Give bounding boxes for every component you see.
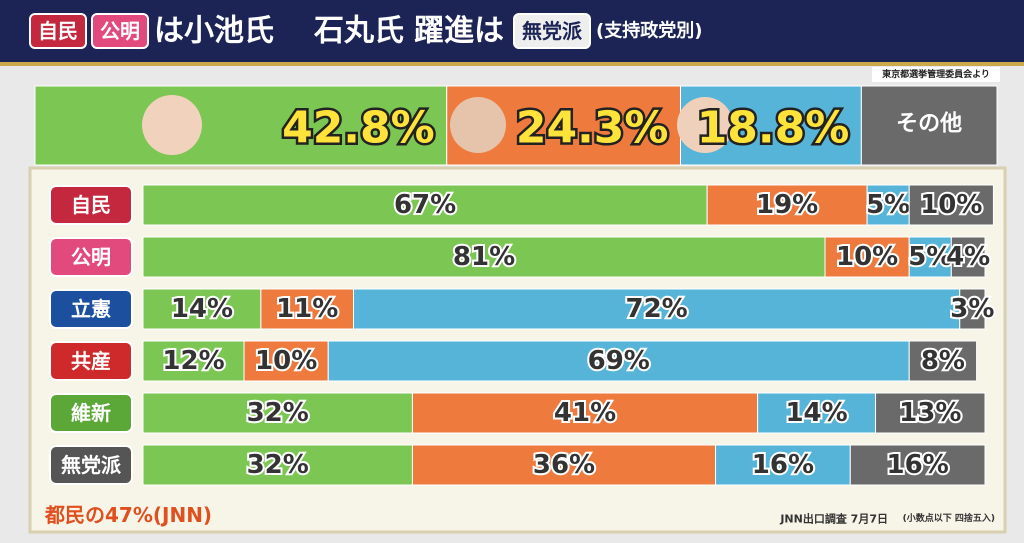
bar-segment xyxy=(706,184,868,226)
portrait xyxy=(677,97,733,153)
party-tag xyxy=(49,289,133,329)
bar-segment xyxy=(142,236,826,278)
source: 東京都選挙管理委員会より xyxy=(882,68,990,80)
portrait xyxy=(450,97,506,153)
bar-segment xyxy=(142,392,413,434)
bar-segment xyxy=(824,236,910,278)
bar-label: 72% xyxy=(626,294,688,324)
portrait xyxy=(142,95,202,155)
bar-segment xyxy=(908,184,994,226)
party-tag xyxy=(49,445,133,485)
party-label: 公明 xyxy=(71,245,111,269)
party-label: 立憲 xyxy=(71,297,111,321)
header-text: 自民 xyxy=(38,19,78,43)
bar-label: 81% xyxy=(453,242,515,272)
overall-label: 42.8% xyxy=(282,103,435,154)
header-tag xyxy=(513,13,591,49)
bar-label: 14% xyxy=(171,294,233,324)
bar-label: 19% xyxy=(756,190,818,220)
header-band xyxy=(0,0,1024,62)
bar-label: 36% xyxy=(533,450,595,480)
header-rule xyxy=(0,62,1024,66)
bar-label: 11% xyxy=(276,294,338,324)
bar-segment xyxy=(260,288,355,330)
party-label: 維新 xyxy=(71,401,111,425)
header-text: (支持政党別) xyxy=(596,20,702,42)
header-tag xyxy=(29,13,87,49)
overall-label: 18.8% xyxy=(697,103,850,154)
bar-segment xyxy=(142,340,245,382)
header-text: は小池氏 xyxy=(154,14,274,49)
party-label: 無党派 xyxy=(61,453,122,477)
bar-segment xyxy=(908,340,978,382)
bar-label: 3% xyxy=(950,294,994,324)
bar-segment xyxy=(757,392,877,434)
bar-segment xyxy=(908,236,952,278)
bar-segment xyxy=(243,340,329,382)
overall-segment xyxy=(860,85,998,166)
bar-segment xyxy=(959,288,986,330)
bar-label: 4% xyxy=(946,242,990,272)
bar-label: 14% xyxy=(785,398,847,428)
party-tag xyxy=(49,237,133,277)
party-tag xyxy=(49,341,133,381)
bar-label: 12% xyxy=(162,346,224,376)
bar-label: 32% xyxy=(247,450,309,480)
bar-label: 5% xyxy=(866,190,910,220)
header-text: 無党派 xyxy=(522,19,583,43)
bar-label: 10% xyxy=(836,242,898,272)
footer-rounding: (小数点以下 四捨五入) xyxy=(903,512,995,524)
header-tag xyxy=(91,13,149,49)
bar-label: 32% xyxy=(247,398,309,428)
bar-label: 10% xyxy=(920,190,982,220)
party-label: 共産 xyxy=(71,349,111,373)
header-text: 躍進は xyxy=(414,14,504,49)
bar-label: 16% xyxy=(752,450,814,480)
bar-segment xyxy=(950,236,986,278)
bar-label: 8% xyxy=(921,346,965,376)
header-text: 石丸氏 xyxy=(313,14,404,49)
overall-label: 24.3% xyxy=(516,103,669,154)
bar-segment xyxy=(353,288,961,330)
party-label: 自民 xyxy=(71,193,111,217)
source-box xyxy=(872,67,1000,82)
bar-label: 41% xyxy=(554,398,616,428)
bar-label: 5% xyxy=(908,242,952,272)
bar-segment xyxy=(866,184,910,226)
overall-segment xyxy=(34,85,448,166)
footer-survey: JNN出口調査 7月7日 xyxy=(779,512,888,526)
party-tag xyxy=(49,185,133,225)
party-tag xyxy=(49,393,133,433)
footer-note: 都民の47%(JNN) xyxy=(44,503,212,527)
bar-label: 10% xyxy=(255,346,317,376)
bar-segment xyxy=(875,392,986,434)
header-text: 公明 xyxy=(100,19,140,43)
overall-name: その他 xyxy=(896,112,962,137)
bar-label: 69% xyxy=(588,346,650,376)
bar-label: 13% xyxy=(899,398,961,428)
bar-label: 16% xyxy=(887,450,949,480)
bar-segment xyxy=(411,444,717,486)
bar-segment xyxy=(142,444,413,486)
bar-segment xyxy=(849,444,986,486)
portraits xyxy=(142,95,733,155)
bar-label: 67% xyxy=(394,190,456,220)
